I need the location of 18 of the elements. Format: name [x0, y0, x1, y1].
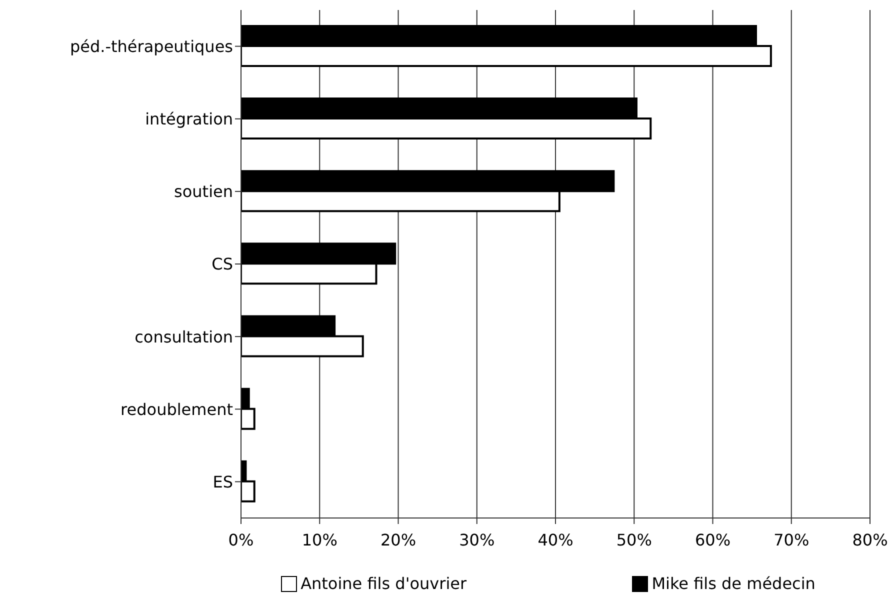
x-tick-label: 40% [538, 530, 574, 550]
x-tick-label: 80% [852, 530, 888, 550]
y-tick-label: soutien [174, 182, 233, 202]
x-tick-label: 0% [228, 530, 254, 550]
x-tick-label: 20% [380, 530, 416, 550]
x-tick-label: 70% [774, 530, 810, 550]
legend-label: Antoine fils d'ouvrier [300, 574, 467, 593]
y-tick-label: ES [212, 472, 233, 492]
x-tick-label: 60% [694, 530, 731, 550]
x-tick-label: 30% [459, 530, 495, 550]
y-tick-label: consultation [134, 327, 233, 346]
x-tick-label: 10% [302, 530, 338, 550]
y-tick-label: CS [212, 254, 233, 274]
y-tick-label: intégration [145, 110, 233, 129]
x-tick-label: 50% [616, 530, 652, 550]
y-tick-label: redoublement [120, 400, 233, 419]
legend-label: Mike fils de médecin [652, 574, 816, 593]
y-tick-label: péd.-thérapeutiques [70, 36, 233, 56]
